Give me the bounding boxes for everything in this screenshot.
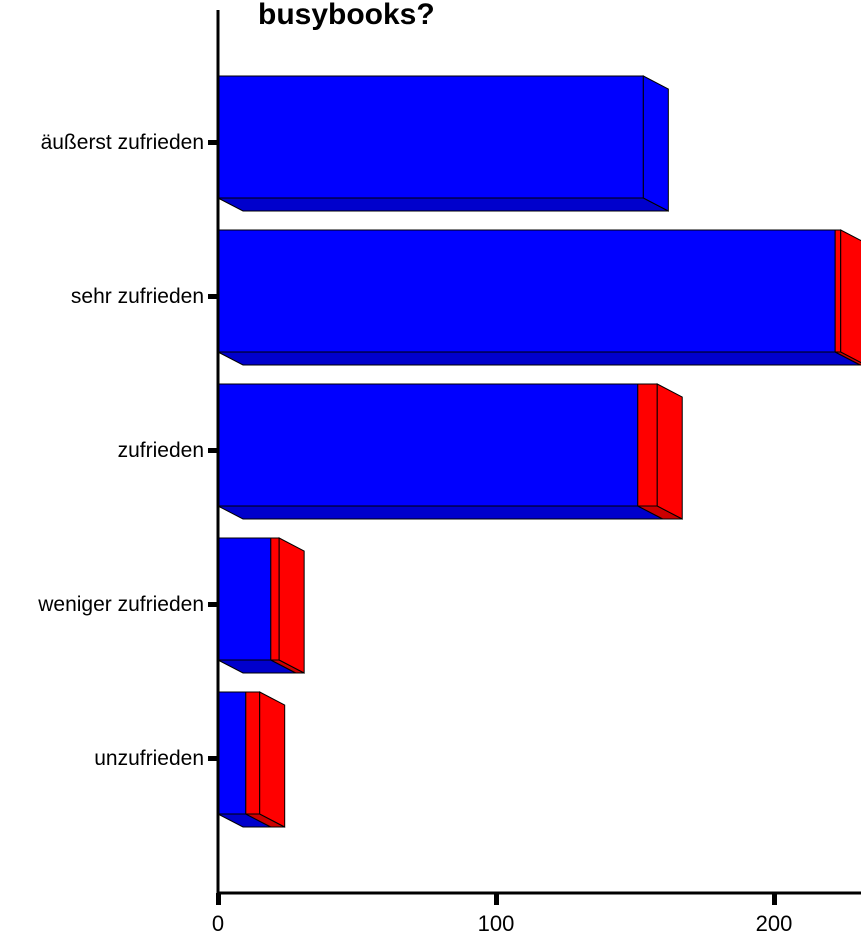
bar-bottom-series-1	[217, 505, 664, 520]
bar-bottom-series-1	[217, 197, 669, 212]
category-label: weniger zufrieden	[37, 593, 204, 616]
category-label: unzufrieden	[94, 747, 204, 770]
y-axis: äußerst zufrieden sehr zufrieden zufrieden…	[37, 10, 220, 893]
y-tick	[208, 756, 218, 761]
bar-side-face	[840, 229, 861, 364]
x-axis: 0 100 200	[212, 891, 861, 936]
bar-front-series-1	[217, 537, 272, 661]
x-tick	[216, 893, 221, 905]
bars	[217, 75, 861, 828]
bar-side-face	[259, 691, 286, 828]
y-tick	[208, 448, 218, 453]
bar-front-series-1	[217, 383, 639, 507]
bar-front-series-1	[217, 75, 644, 199]
bar-front-series-2	[637, 383, 658, 507]
bar-front-series-2	[245, 691, 261, 815]
bar-front-series-2	[834, 229, 842, 353]
bar-bottom-series-2	[834, 351, 861, 366]
y-tick	[208, 602, 218, 607]
x-tick-label: 100	[478, 911, 515, 936]
bar-front-series-1	[217, 229, 836, 353]
y-tick	[208, 140, 218, 145]
x-tick-label: 0	[212, 911, 224, 936]
bar-side-face	[278, 537, 305, 674]
x-tick	[494, 893, 499, 905]
bar-front-series-2	[270, 537, 280, 661]
bar-bottom-series-1	[217, 351, 861, 366]
category-label: zufrieden	[118, 439, 204, 462]
category-label: sehr zufrieden	[71, 285, 204, 308]
bar-front-series-1	[217, 691, 247, 815]
bar-side-face	[656, 383, 683, 520]
category-label: äußerst zufrieden	[41, 131, 204, 154]
y-tick	[208, 294, 218, 299]
bar-side-face	[642, 75, 669, 212]
x-tick	[772, 893, 777, 905]
chart-title: busybooks?	[258, 0, 435, 31]
x-tick-label: 200	[756, 911, 793, 936]
